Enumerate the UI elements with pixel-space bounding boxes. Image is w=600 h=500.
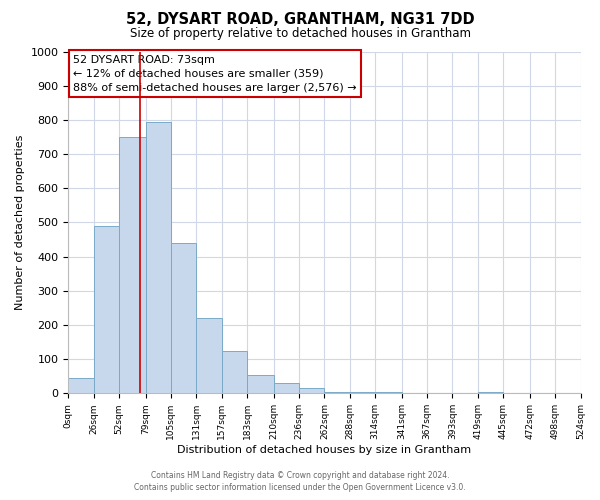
Bar [350, 392, 375, 394]
X-axis label: Distribution of detached houses by size in Grantham: Distribution of detached houses by size … [178, 445, 472, 455]
Text: 52, DYSART ROAD, GRANTHAM, NG31 7DD: 52, DYSART ROAD, GRANTHAM, NG31 7DD [125, 12, 475, 28]
Bar [94, 226, 119, 394]
Text: Contains HM Land Registry data © Crown copyright and database right 2024.
Contai: Contains HM Land Registry data © Crown c… [134, 471, 466, 492]
Text: Size of property relative to detached houses in Grantham: Size of property relative to detached ho… [130, 28, 470, 40]
Bar [119, 137, 146, 394]
Bar [171, 243, 196, 394]
Text: 52 DYSART ROAD: 73sqm
← 12% of detached houses are smaller (359)
88% of semi-det: 52 DYSART ROAD: 73sqm ← 12% of detached … [73, 55, 357, 93]
Bar [247, 374, 274, 394]
Bar [325, 392, 350, 394]
Bar [222, 350, 247, 394]
Bar [375, 392, 401, 394]
Y-axis label: Number of detached properties: Number of detached properties [15, 134, 25, 310]
Bar [68, 378, 94, 394]
Bar [299, 388, 325, 394]
Bar [274, 383, 299, 394]
Bar [146, 122, 171, 394]
Bar [478, 392, 503, 394]
Bar [196, 318, 222, 394]
